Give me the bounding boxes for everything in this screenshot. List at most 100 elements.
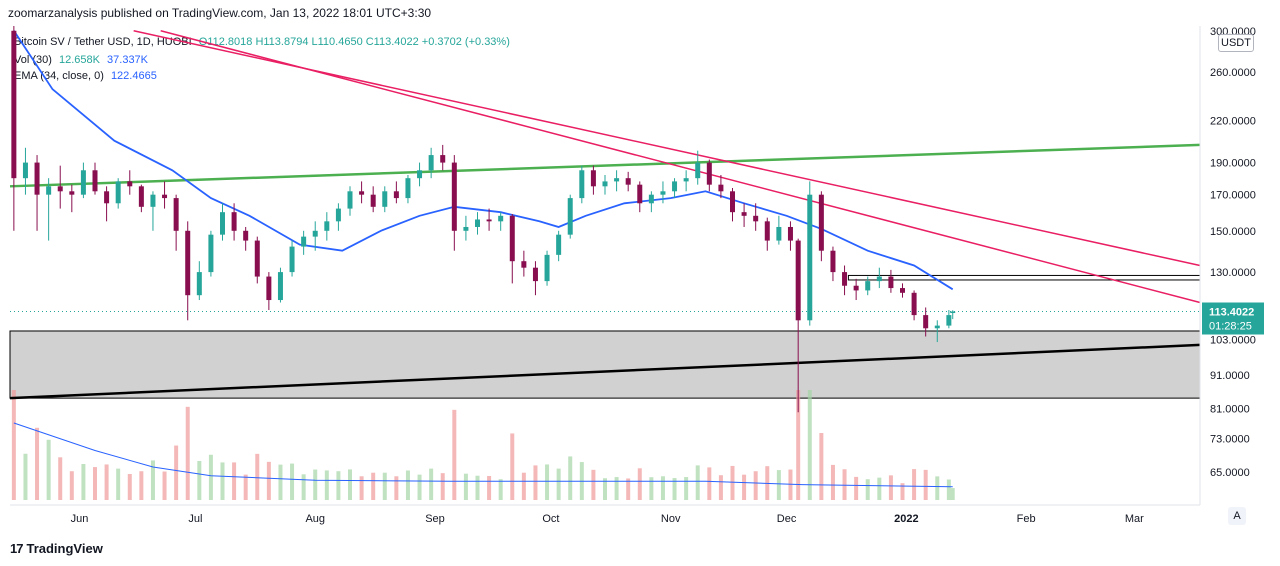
volume-bar bbox=[819, 433, 824, 500]
price-tick-label: 73.0000 bbox=[1210, 434, 1250, 446]
currency-button[interactable]: USDT bbox=[1218, 34, 1254, 52]
volume-bar bbox=[807, 390, 812, 500]
resistance-box bbox=[847, 274, 1201, 281]
volume-bar bbox=[46, 439, 51, 500]
candle-body bbox=[865, 281, 871, 291]
candle-body bbox=[289, 246, 295, 273]
volume-bar bbox=[301, 474, 306, 500]
volume-bar bbox=[614, 477, 619, 500]
time-tick-label: Aug bbox=[305, 513, 325, 525]
candle-body bbox=[498, 215, 504, 222]
volume-bar bbox=[900, 483, 905, 500]
volume-bar bbox=[58, 457, 63, 500]
volume-bar bbox=[35, 427, 40, 500]
candle-body bbox=[637, 184, 643, 204]
volume-bar bbox=[440, 473, 445, 500]
price-tick-label: 65.0000 bbox=[1210, 467, 1250, 479]
price-tick-label: 103.0000 bbox=[1210, 334, 1256, 346]
volume-bar bbox=[830, 464, 835, 500]
candle-body bbox=[579, 170, 585, 199]
volume-bar bbox=[371, 472, 376, 500]
volume-bar bbox=[877, 477, 882, 500]
candle-body bbox=[335, 208, 341, 222]
tradingview-logo-icon: 17 bbox=[10, 541, 24, 556]
volume-bar bbox=[93, 467, 97, 500]
time-tick-label: Dec bbox=[777, 513, 797, 525]
black-trendline bbox=[9, 343, 1201, 400]
volume-bar bbox=[707, 467, 712, 500]
volume-bar bbox=[185, 406, 190, 500]
legend-ohlc-values: O112.8018 H113.8794 L110.4650 C113.4022 … bbox=[198, 36, 510, 48]
volume-bar bbox=[498, 479, 503, 500]
candle-body bbox=[243, 230, 249, 241]
candle-body bbox=[532, 267, 538, 282]
price-tick-label: 150.0000 bbox=[1210, 226, 1256, 238]
candle-body bbox=[795, 240, 801, 321]
red-trendline-lower bbox=[160, 30, 1201, 304]
candle-body bbox=[359, 191, 365, 195]
volume-bar bbox=[359, 476, 364, 500]
candle-body bbox=[753, 215, 759, 222]
candle-body bbox=[34, 162, 40, 195]
candle-body bbox=[324, 221, 330, 231]
legend-volume-ma-value: 37.337K bbox=[107, 54, 149, 66]
countdown-label: 01:28:25 bbox=[1209, 321, 1252, 333]
volume-bar bbox=[278, 464, 283, 500]
volume-bar bbox=[865, 479, 870, 500]
volume-bar bbox=[888, 475, 893, 500]
auto-scale-button[interactable]: A bbox=[1228, 507, 1246, 525]
candle-body bbox=[787, 226, 793, 241]
time-tick-label: Sep bbox=[425, 513, 445, 525]
volume-bar bbox=[116, 468, 121, 500]
candle-body bbox=[521, 261, 527, 268]
current-price-badge bbox=[1202, 302, 1264, 335]
candle-body bbox=[115, 181, 121, 204]
volume-bar bbox=[603, 478, 607, 500]
volume-bar bbox=[533, 465, 538, 500]
price-tick-label: 220.0000 bbox=[1210, 115, 1256, 127]
volume-bar bbox=[69, 471, 74, 500]
candle-body bbox=[138, 186, 144, 207]
candle-body bbox=[776, 226, 782, 241]
candle-body bbox=[590, 170, 596, 187]
candle-body bbox=[440, 155, 446, 163]
volume-bar bbox=[255, 453, 260, 500]
candle-body bbox=[104, 191, 110, 204]
tradingview-brand[interactable]: 17 TradingView bbox=[10, 541, 103, 556]
candle-body bbox=[370, 194, 376, 207]
volume-bar bbox=[417, 474, 422, 500]
volume-bar bbox=[660, 476, 665, 500]
volume-bar bbox=[637, 468, 642, 500]
candle-body bbox=[127, 181, 133, 187]
volume-bar bbox=[150, 460, 155, 500]
time-tick-label: Mar bbox=[1125, 513, 1144, 525]
price-tick-label: 130.0000 bbox=[1210, 267, 1256, 279]
candle-body bbox=[830, 250, 836, 273]
time-tick-label: Feb bbox=[1017, 513, 1036, 525]
volume-bar bbox=[912, 469, 917, 500]
candle-body bbox=[69, 191, 75, 195]
candle-body bbox=[602, 181, 608, 187]
volume-bar bbox=[348, 469, 352, 500]
candle-body bbox=[162, 194, 168, 199]
volume-bar bbox=[104, 464, 109, 500]
candle-body bbox=[312, 230, 318, 237]
legend-symbol-title: Bitcoin SV / Tether USD, 1D, HUOBI bbox=[14, 36, 192, 48]
candle-body bbox=[946, 315, 952, 326]
volume-bar bbox=[854, 476, 859, 500]
volume-bar bbox=[174, 445, 179, 500]
candle-body bbox=[46, 186, 52, 195]
volume-bar bbox=[313, 469, 318, 500]
candle-body bbox=[22, 162, 28, 179]
volume-bar bbox=[556, 468, 561, 500]
volume-bar bbox=[591, 469, 596, 500]
volume-bar bbox=[753, 471, 758, 500]
volume-bar bbox=[290, 463, 295, 500]
candle-body bbox=[80, 170, 86, 195]
volume-bar bbox=[243, 474, 248, 500]
candle-body bbox=[463, 226, 469, 231]
candle-body bbox=[923, 315, 929, 329]
volume-bar bbox=[487, 475, 492, 500]
volume-bar bbox=[935, 476, 940, 500]
